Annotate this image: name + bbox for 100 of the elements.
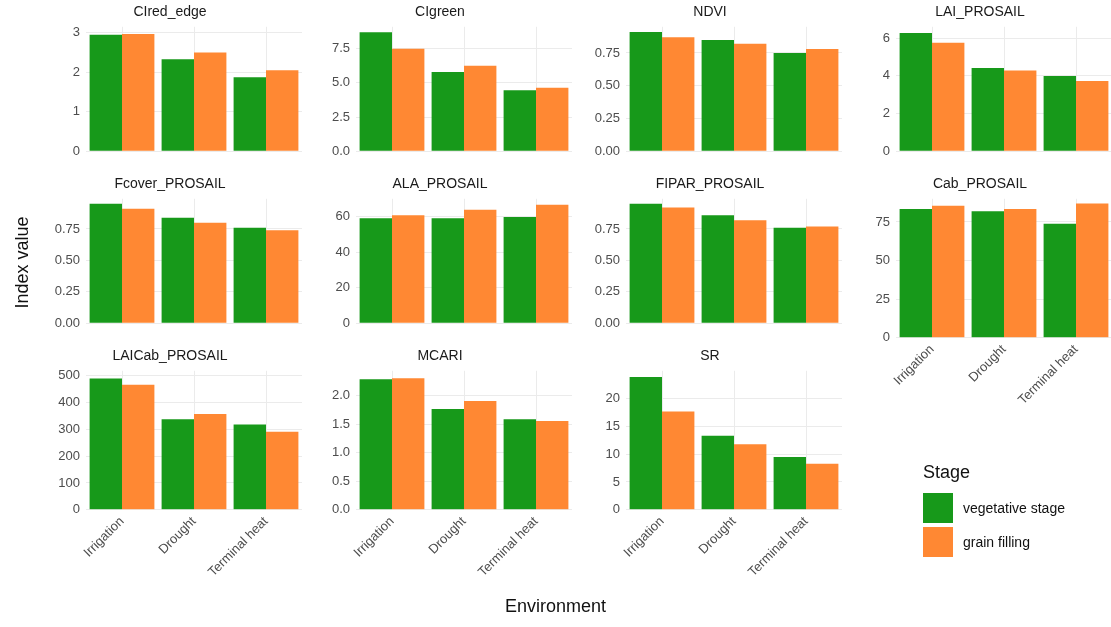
bar: [1076, 80, 1109, 151]
bar: [1004, 208, 1037, 338]
chart-title: CIgreen: [415, 3, 465, 20]
bar: [392, 48, 425, 151]
bar: [122, 384, 155, 510]
y-tick-label: 0.50: [594, 251, 620, 267]
bar: [536, 420, 569, 510]
y-tick-label: 0: [612, 501, 620, 517]
y-tick-label: 20: [605, 390, 620, 406]
bar: [806, 463, 839, 510]
bar: [773, 52, 806, 151]
y-tick-label: 5: [612, 473, 620, 489]
y-tick-label: 500: [58, 367, 80, 383]
bar: [266, 70, 299, 151]
bar: [89, 34, 122, 151]
bar: [629, 32, 662, 151]
y-tick-label: 0.0: [331, 501, 350, 517]
bar: [161, 59, 194, 151]
y-tick-label: 40: [335, 243, 350, 259]
chart-title: ALA_PROSAIL: [392, 175, 488, 192]
y-tick-label: 25: [875, 290, 890, 306]
chart-title: MCARI: [417, 347, 463, 364]
y-tick-label: 15: [605, 417, 620, 433]
bar: [1076, 203, 1109, 338]
bar: [1004, 70, 1037, 151]
y-tick-label: 2: [882, 105, 890, 121]
y-tick-label: 0.50: [54, 251, 80, 267]
y-tick-label: 60: [335, 208, 350, 224]
bar: [431, 71, 464, 151]
y-tick-label: 3: [72, 24, 80, 40]
y-tick-label: 6: [882, 29, 890, 45]
bar: [89, 378, 122, 510]
y-tick-label: 0: [882, 142, 890, 158]
legend-title: Stage: [923, 462, 972, 483]
bar: [662, 411, 695, 510]
y-tick-label: 1.5: [331, 415, 350, 431]
y-tick-label: 7.5: [331, 40, 350, 56]
bar: [464, 65, 497, 151]
y-tick-label: 0.00: [594, 142, 620, 158]
y-tick-label: 0.25: [54, 283, 80, 299]
bar: [701, 39, 734, 151]
y-tick-label: 400: [58, 394, 80, 410]
chart-title: Fcover_PROSAIL: [114, 175, 226, 192]
bar: [266, 431, 299, 510]
bar: [233, 77, 266, 151]
y-tick-label: 2.0: [331, 387, 350, 403]
chart-title: NDVI: [693, 3, 727, 20]
bar: [1043, 223, 1076, 338]
y-tick-label: 0.75: [54, 220, 80, 236]
y-axis-title: Index value: [11, 215, 33, 309]
y-tick-label: 0: [342, 314, 350, 330]
legend-label: grain filling: [963, 534, 1030, 550]
y-tick-label: 0.00: [54, 314, 80, 330]
bar: [701, 435, 734, 510]
bar: [806, 226, 839, 323]
bar: [464, 400, 497, 510]
bar: [629, 376, 662, 510]
chart-title: SR: [700, 347, 720, 364]
bar: [359, 379, 392, 510]
chart-title: CIred_edge: [133, 3, 207, 20]
y-tick-label: 0: [882, 329, 890, 345]
x-axis-title: Environment: [503, 596, 608, 617]
bar: [734, 43, 767, 151]
bar: [503, 90, 536, 151]
bar: [431, 408, 464, 510]
bar: [233, 424, 266, 510]
bar: [701, 215, 734, 323]
y-tick-label: 0.75: [594, 220, 620, 236]
bar: [89, 203, 122, 323]
y-tick-label: 0.25: [594, 283, 620, 299]
chart-title: Cab_PROSAIL: [932, 175, 1028, 192]
y-tick-label: 2.5: [331, 108, 350, 124]
bar: [773, 456, 806, 510]
y-tick-label: 200: [58, 447, 80, 463]
bar: [662, 207, 695, 323]
bar: [194, 52, 227, 151]
y-tick-label: 10: [605, 445, 620, 461]
bar: [161, 419, 194, 510]
chart-title: LAI_PROSAIL: [935, 3, 1025, 20]
bar: [734, 444, 767, 510]
y-tick-label: 0.5: [331, 472, 350, 488]
bar: [662, 37, 695, 151]
y-tick-label: 0: [72, 142, 80, 158]
bar: [773, 227, 806, 323]
bar: [233, 227, 266, 323]
y-tick-label: 0.00: [594, 314, 620, 330]
bar: [122, 208, 155, 323]
bar: [122, 33, 155, 151]
y-tick-label: 300: [58, 420, 80, 436]
y-tick-label: 4: [882, 67, 890, 83]
bar: [536, 87, 569, 151]
y-tick-label: 2: [72, 63, 80, 79]
bar: [266, 230, 299, 323]
legend-label: vegetative stage: [963, 500, 1065, 516]
bar: [899, 208, 932, 338]
bar: [971, 67, 1004, 151]
bar: [194, 222, 227, 323]
y-tick-label: 1: [72, 103, 80, 119]
y-tick-label: 20: [335, 279, 350, 295]
bar: [629, 203, 662, 323]
